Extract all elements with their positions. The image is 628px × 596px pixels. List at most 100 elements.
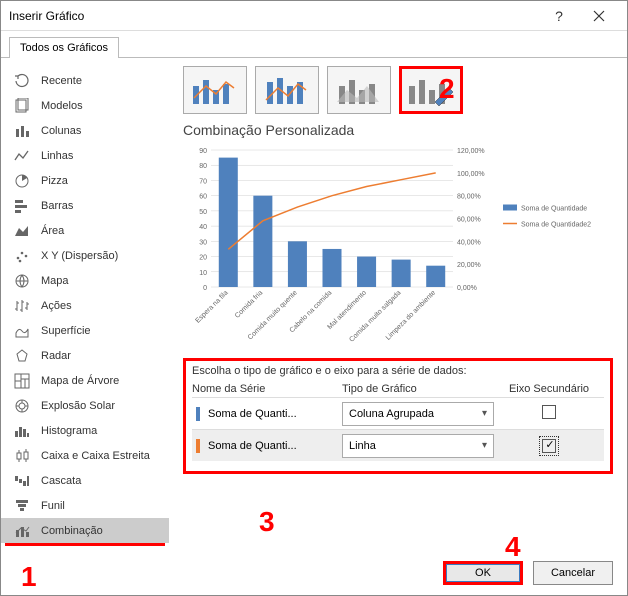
titlebar: Inserir Gráfico ? (1, 1, 627, 31)
series-row-2[interactable]: Soma de Quanti... Linha ▾ (192, 429, 604, 461)
sidebar-item-waterfall[interactable]: Cascata (1, 468, 169, 493)
svg-text:20,00%: 20,00% (457, 262, 481, 269)
sidebar-item-label: Combinação (41, 525, 103, 537)
subtype-3[interactable] (327, 66, 391, 114)
subtype-title: Combinação Personalizada (183, 122, 613, 138)
sidebar-item-pie[interactable]: Pizza (1, 168, 169, 193)
sidebar-item-scatter[interactable]: X Y (Dispersão) (1, 243, 169, 268)
sidebar-item-label: Radar (41, 350, 71, 362)
sidebar-item-label: Caixa e Caixa Estreita (41, 450, 150, 462)
sidebar-item-bars[interactable]: Barras (1, 193, 169, 218)
annotation-3: 3 (259, 506, 275, 538)
dialog-footer: OK Cancelar (443, 561, 613, 585)
sidebar-item-label: Cascata (41, 475, 81, 487)
series-header: Nome da Série Tipo de Gráfico Eixo Secun… (192, 381, 604, 397)
series-section-title: Escolha o tipo de gráfico e o eixo para … (192, 365, 604, 377)
svg-text:100,00%: 100,00% (457, 171, 485, 178)
svg-text:60,00%: 60,00% (457, 217, 481, 224)
svg-text:50: 50 (199, 209, 207, 216)
templates-icon (13, 98, 31, 114)
funnel-icon (13, 498, 31, 514)
sidebar-item-funnel[interactable]: Funil (1, 493, 169, 518)
sidebar-item-label: Histograma (41, 425, 97, 437)
svg-text:40: 40 (199, 224, 207, 231)
svg-text:30: 30 (199, 239, 207, 246)
sidebar-item-label: Superfície (41, 325, 91, 337)
svg-text:10: 10 (199, 270, 207, 277)
series-swatch (196, 439, 200, 453)
window-title: Inserir Gráfico (9, 9, 539, 23)
subtype-1[interactable] (183, 66, 247, 114)
sidebar-item-recent[interactable]: Recente (1, 68, 169, 93)
series-swatch (196, 407, 200, 421)
boxplot-icon (13, 448, 31, 464)
sidebar-item-label: Linhas (41, 150, 73, 162)
sidebar-item-treemap[interactable]: Mapa de Árvore (1, 368, 169, 393)
sidebar-item-lines[interactable]: Linhas (1, 143, 169, 168)
col-header-secondary: Eixo Secundário (494, 383, 604, 395)
pie-icon (13, 173, 31, 189)
series-name: Soma de Quanti... (208, 408, 297, 420)
sidebar-item-sunburst[interactable]: Explosão Solar (1, 393, 169, 418)
sidebar-item-templates[interactable]: Modelos (1, 93, 169, 118)
svg-text:120,00%: 120,00% (457, 148, 485, 155)
sidebar-item-radar[interactable]: Radar (1, 343, 169, 368)
surface-icon (13, 323, 31, 339)
sidebar-item-label: Mapa (41, 275, 69, 287)
sidebar-item-stock[interactable]: Ações (1, 293, 169, 318)
sunburst-icon (13, 398, 31, 414)
histogram-icon (13, 423, 31, 439)
close-button[interactable] (579, 2, 619, 30)
annotation-underline (5, 543, 165, 546)
cancel-button[interactable]: Cancelar (533, 561, 613, 585)
cancel-label: Cancelar (551, 567, 595, 579)
columns-icon (13, 123, 31, 139)
sidebar-item-surface[interactable]: Superfície (1, 318, 169, 343)
series-type-dropdown-2[interactable]: Linha ▾ (342, 434, 494, 458)
svg-text:0: 0 (203, 285, 207, 292)
sidebar-item-label: Explosão Solar (41, 400, 115, 412)
svg-text:40,00%: 40,00% (457, 239, 481, 246)
sidebar-item-label: Ações (41, 300, 72, 312)
sidebar-item-columns[interactable]: Colunas (1, 118, 169, 143)
svg-text:80: 80 (199, 163, 207, 170)
chevron-down-icon: ▾ (482, 408, 487, 419)
svg-text:70: 70 (199, 178, 207, 185)
series-type-dropdown-1[interactable]: Coluna Agrupada ▾ (342, 402, 494, 426)
sidebar-item-label: Mapa de Árvore (41, 375, 119, 387)
dropdown-value: Linha (349, 440, 376, 452)
tab-strip: Todos os Gráficos (1, 31, 627, 58)
sidebar-item-area[interactable]: Área (1, 218, 169, 243)
secondary-axis-checkbox-2[interactable] (542, 439, 556, 453)
chevron-down-icon: ▾ (482, 440, 487, 451)
sidebar-item-boxplot[interactable]: Caixa e Caixa Estreita (1, 443, 169, 468)
dropdown-value: Coluna Agrupada (349, 408, 434, 420)
subtype-2[interactable] (255, 66, 319, 114)
secondary-axis-checkbox-1[interactable] (542, 405, 556, 419)
series-row-1[interactable]: Soma de Quanti... Coluna Agrupada ▾ (192, 397, 604, 429)
chart-type-sidebar: Recente Modelos Colunas Linhas Pizza Bar… (1, 58, 169, 552)
sidebar-item-combo[interactable]: Combinação (1, 518, 169, 543)
sidebar-item-histogram[interactable]: Histograma (1, 418, 169, 443)
scatter-icon (13, 248, 31, 264)
sidebar-item-map[interactable]: Mapa (1, 268, 169, 293)
svg-text:60: 60 (199, 194, 207, 201)
bars-icon (13, 198, 31, 214)
sidebar-item-label: Colunas (41, 125, 81, 137)
tab-all-charts[interactable]: Todos os Gráficos (9, 37, 119, 58)
svg-text:Soma de Quantidade: Soma de Quantidade (521, 206, 587, 213)
subtype-row (183, 66, 613, 114)
sidebar-item-label: Recente (41, 75, 82, 87)
col-header-name: Nome da Série (192, 383, 342, 395)
stock-icon (13, 298, 31, 314)
main-panel: Combinação Personalizada 010203040506070… (169, 58, 627, 552)
ok-button[interactable]: OK (443, 561, 523, 585)
col-header-type: Tipo de Gráfico (342, 383, 494, 395)
annotation-1: 1 (21, 561, 37, 593)
series-name: Soma de Quanti... (208, 440, 297, 452)
svg-text:Comida fria: Comida fria (234, 289, 264, 319)
chart-preview: 01020304050607080900,00%20,00%40,00%60,0… (183, 142, 613, 352)
annotation-4: 4 (505, 531, 521, 563)
insert-chart-dialog: Inserir Gráfico ? Todos os Gráficos Rece… (0, 0, 628, 596)
help-button[interactable]: ? (539, 2, 579, 30)
